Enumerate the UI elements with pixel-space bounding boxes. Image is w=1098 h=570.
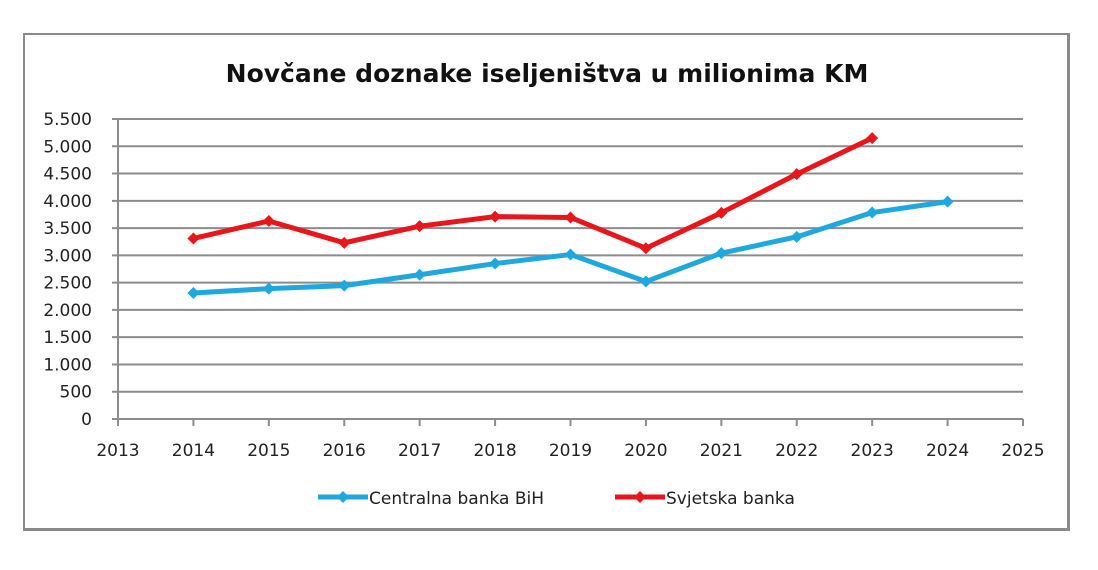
y-tick-label: 1.000 bbox=[43, 355, 92, 375]
y-axis-tick-labels: 0 500 1.000 1.500 2.000 2.500 3.000 3.500 4.000 4… bbox=[43, 110, 92, 430]
chart-title: Novčane doznake iseljeništva u milionima… bbox=[226, 59, 869, 88]
diamond-marker-icon bbox=[413, 220, 426, 233]
legend-label: Centralna banka BiH bbox=[369, 489, 544, 509]
diamond-marker-icon bbox=[262, 282, 275, 295]
diamond-marker-icon bbox=[634, 491, 646, 503]
diamond-marker-icon bbox=[413, 268, 426, 281]
diamond-marker-icon bbox=[790, 168, 803, 181]
x-tick-label: 2025 bbox=[1001, 441, 1044, 461]
data-series bbox=[187, 132, 954, 299]
x-tick-label: 2014 bbox=[172, 441, 215, 461]
x-axis-tick-labels: 2013 2014 2015 2016 2017 2018 2019 2020 2021 2022… bbox=[96, 441, 1044, 461]
y-tick-label: 4.500 bbox=[43, 165, 92, 185]
y-tick-label: 3.500 bbox=[43, 219, 92, 239]
legend-label: Svjetska banka bbox=[666, 489, 795, 509]
legend-item: Centralna banka BiH bbox=[318, 489, 544, 509]
diamond-marker-icon bbox=[790, 230, 803, 243]
diamond-marker-icon bbox=[489, 210, 502, 223]
y-tick-label: 3.000 bbox=[43, 246, 92, 266]
diamond-marker-icon bbox=[564, 248, 577, 261]
diamond-marker-icon bbox=[262, 215, 275, 227]
gridlines bbox=[112, 118, 1024, 426]
x-tick-label: 2022 bbox=[775, 441, 818, 461]
x-tick-label: 2020 bbox=[624, 441, 667, 461]
y-tick-label: 0 bbox=[81, 410, 92, 430]
x-tick-label: 2019 bbox=[549, 441, 592, 461]
series-2 bbox=[187, 132, 879, 255]
legend: Centralna banka BiH Svjetska banka bbox=[318, 489, 795, 509]
diamond-marker-icon bbox=[489, 257, 502, 270]
diamond-marker-icon bbox=[564, 211, 577, 224]
diamond-marker-icon bbox=[187, 287, 200, 299]
diamond-marker-icon bbox=[715, 206, 728, 219]
y-tick-label: 500 bbox=[60, 383, 92, 403]
diamond-marker-icon bbox=[866, 206, 879, 219]
y-tick-label: 1.500 bbox=[43, 328, 92, 348]
y-tick-label: 5.000 bbox=[43, 137, 92, 157]
series-1 bbox=[187, 195, 954, 299]
diamond-marker-icon bbox=[338, 236, 351, 249]
x-tick-label: 2021 bbox=[700, 441, 743, 461]
diamond-marker-icon bbox=[639, 275, 652, 288]
diamond-marker-icon bbox=[941, 195, 954, 208]
diamond-marker-icon bbox=[337, 491, 349, 503]
y-tick-label: 2.000 bbox=[43, 301, 92, 321]
y-tick-label: 5.500 bbox=[43, 110, 92, 130]
x-tick-label: 2017 bbox=[398, 441, 441, 461]
diamond-marker-icon bbox=[866, 132, 879, 145]
x-tick-label: 2023 bbox=[851, 441, 894, 461]
legend-item: Svjetska banka bbox=[615, 489, 795, 509]
diamond-marker-icon bbox=[639, 242, 652, 255]
x-tick-label: 2016 bbox=[323, 441, 366, 461]
y-tick-label: 4.000 bbox=[43, 192, 92, 212]
x-tick-label: 2018 bbox=[473, 441, 516, 461]
diamond-marker-icon bbox=[338, 279, 351, 292]
diamond-marker-icon bbox=[715, 247, 728, 260]
diamond-marker-icon bbox=[187, 232, 200, 245]
y-tick-label: 2.500 bbox=[43, 274, 92, 294]
x-tick-label: 2024 bbox=[926, 441, 969, 461]
x-tick-label: 2013 bbox=[96, 441, 139, 461]
series-line bbox=[192, 135, 874, 251]
x-tick-label: 2015 bbox=[247, 441, 290, 461]
